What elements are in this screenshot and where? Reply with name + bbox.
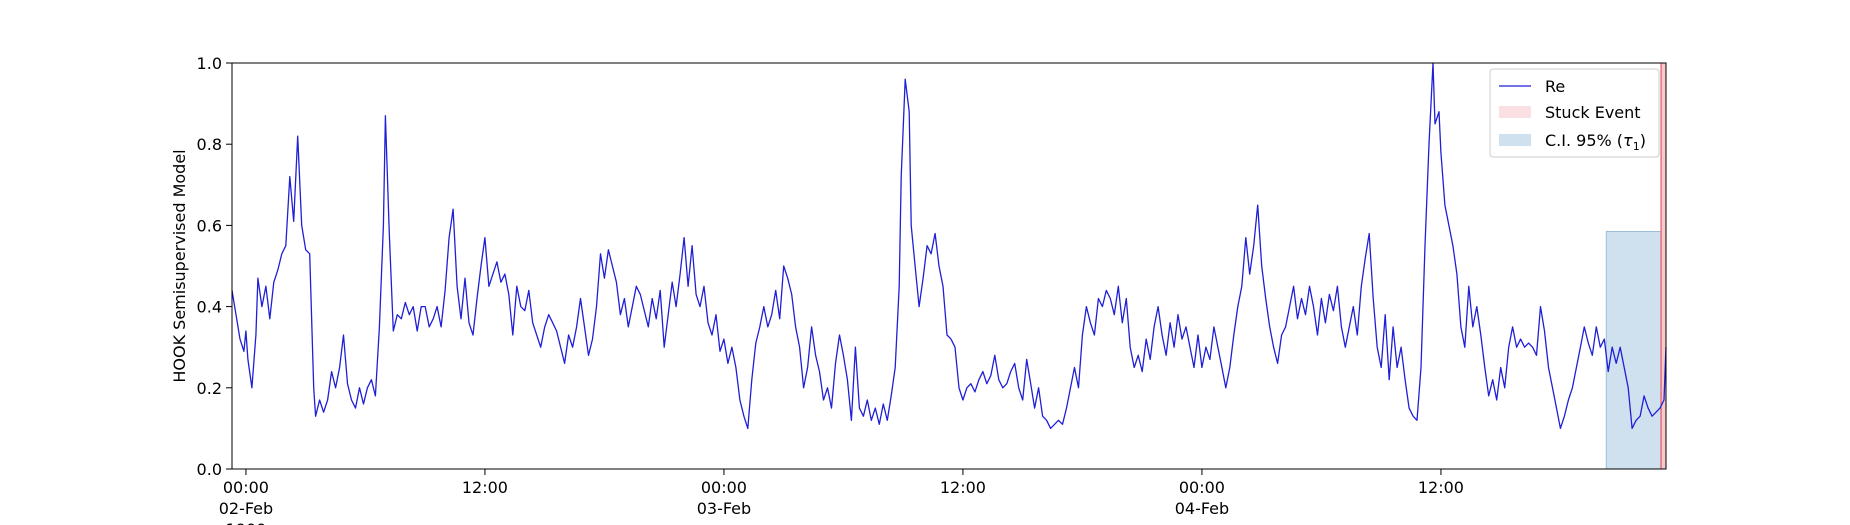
- x-tick-label: 12:00: [462, 478, 508, 497]
- x-tick-date: 03-Feb: [697, 499, 751, 518]
- x-tick-label: 12:00: [940, 478, 986, 497]
- ci-95-span: [1605, 230, 1667, 470]
- legend-label-ci: C.I. 95% (τ1): [1545, 131, 1646, 153]
- y-tick-label: 0.0: [197, 460, 222, 479]
- y-tick-label: 1.0: [197, 54, 222, 73]
- x-tick-date: 02-Feb: [219, 499, 273, 518]
- x-tick-label: 00:00: [701, 478, 747, 497]
- legend-ci-sub: 1: [1633, 140, 1640, 153]
- series-line-re: [231, 62, 1667, 430]
- legend-label-stuck: Stuck Event: [1545, 103, 1641, 122]
- legend-ci-prefix: C.I. 95% (: [1545, 131, 1623, 150]
- legend-stuck-swatch: [1499, 106, 1531, 118]
- legend-frame: [1489, 68, 1660, 158]
- stuck-event-span: [1660, 62, 1667, 470]
- legend-label-re: Re: [1545, 77, 1565, 96]
- y-axis-ticks: 0.0 0.2 0.4 0.6 0.8 1.0: [197, 54, 232, 479]
- legend-ci-tau: τ: [1623, 131, 1633, 150]
- x-tick-year: 1900: [226, 520, 267, 525]
- x-tick-label: 00:00: [223, 478, 269, 497]
- y-tick-label: 0.6: [197, 216, 222, 235]
- axes-frame: [231, 62, 1667, 470]
- y-tick-label: 0.4: [197, 298, 222, 317]
- x-axis-ticks: 00:00 02-Feb 1900 12:00 00:00 03-Feb 12:00 00:0…: [219, 469, 1464, 525]
- x-tick-date: 04-Feb: [1175, 499, 1229, 518]
- y-tick-label: 0.8: [197, 135, 222, 154]
- legend: Re Stuck Event C.I. 95% (τ1): [1489, 68, 1660, 158]
- legend-ci-swatch: [1499, 134, 1531, 146]
- y-axis-label: HOOK Semisupervised Model: [170, 149, 189, 382]
- x-tick-label: 12:00: [1418, 478, 1464, 497]
- y-tick-label: 0.2: [197, 379, 222, 398]
- x-tick-label: 00:00: [1179, 478, 1225, 497]
- legend-ci-close: ): [1640, 131, 1646, 150]
